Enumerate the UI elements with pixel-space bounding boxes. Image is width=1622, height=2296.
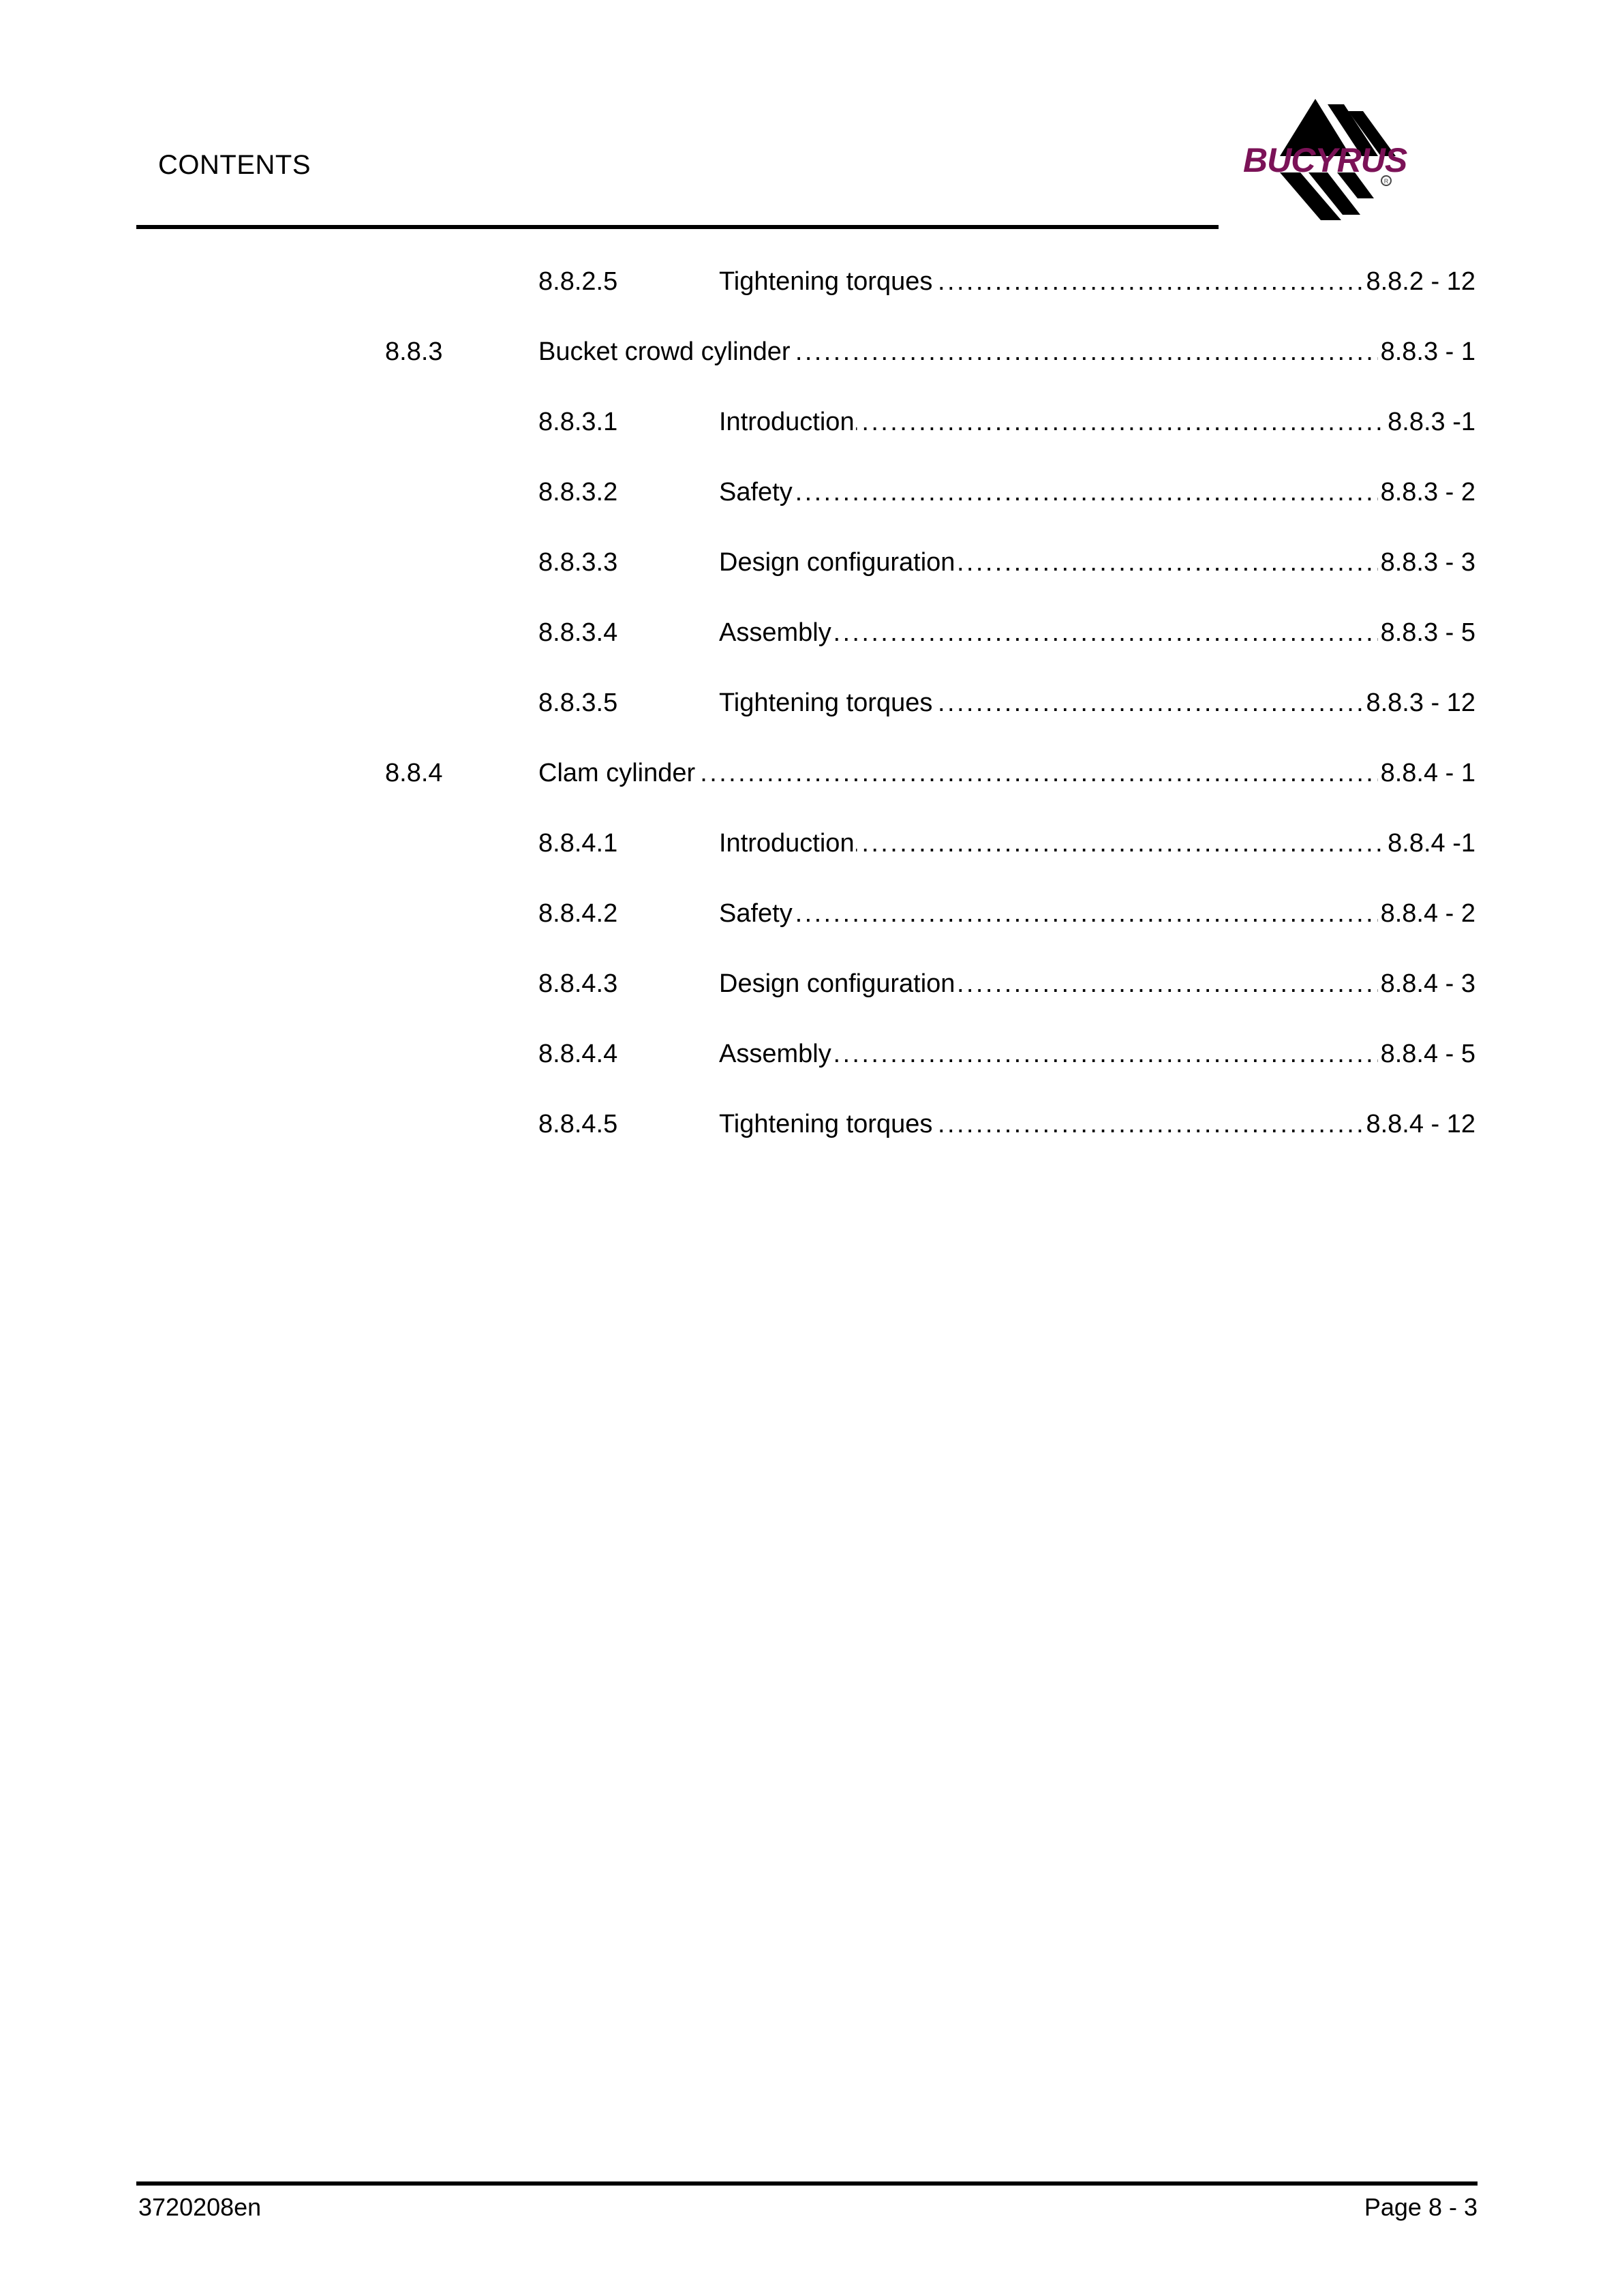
toc-entry-page: 8.8.3 - 2	[1377, 479, 1475, 505]
toc-entry-number: 8.8.3.2	[538, 478, 618, 507]
toc-entry[interactable]: 8.8.4.1.................................…	[0, 822, 1622, 892]
toc-entry[interactable]: 8.8.4.5.................................…	[0, 1103, 1622, 1173]
registered-mark-icon: R	[1384, 178, 1389, 185]
toc-entry-page: 8.8.4 - 1	[1377, 760, 1475, 786]
toc-entry-title: Introduction	[719, 408, 856, 436]
toc-entry[interactable]: 8.8.3.4.................................…	[0, 611, 1622, 682]
toc-entry-number: 8.8.2.5	[538, 267, 618, 296]
toc-entry[interactable]: 8.8.4.2.................................…	[0, 892, 1622, 963]
toc-entry-number: 8.8.4.2	[538, 899, 618, 928]
toc-entry-number: 8.8.4.4	[538, 1040, 618, 1068]
toc-entry-number: 8.8.4.5	[538, 1110, 618, 1138]
toc-entry[interactable]: 8.8.4...................................…	[0, 752, 1622, 822]
toc-entry[interactable]: 8.8.3.5.................................…	[0, 682, 1622, 752]
page-title: CONTENTS	[158, 150, 311, 180]
toc-entry-page: 8.8.3 -1	[1385, 409, 1475, 435]
toc-entry-title: Tightening torques	[719, 267, 934, 296]
toc-entry-page: 8.8.4 - 12	[1363, 1111, 1475, 1137]
toc-entry-page: 8.8.4 -1	[1385, 830, 1475, 856]
toc-dot-leader: ........................................…	[719, 901, 1475, 928]
toc-dot-leader: ........................................…	[719, 1041, 1475, 1068]
toc-entry-page: 8.8.4 - 5	[1377, 1041, 1475, 1067]
page-number: Page 8 - 3	[1364, 2193, 1478, 2221]
toc-entry[interactable]: 8.8.2.5.................................…	[0, 260, 1622, 331]
toc-entry-number: 8.8.3.5	[538, 689, 618, 717]
toc-entry-title: Clam cylinder	[538, 759, 697, 787]
toc-entry[interactable]: 8.8.3.1.................................…	[0, 401, 1622, 471]
toc-entry[interactable]: 8.8.3.3.................................…	[0, 541, 1622, 611]
toc-entry-number: 8.8.4.3	[538, 969, 618, 998]
page-header: CONTENTS BUCYRUS R	[0, 0, 1622, 232]
footer-divider	[136, 2181, 1478, 2186]
toc-entry-number: 8.8.4.1	[538, 829, 618, 858]
toc-entry-title: Design configuration	[719, 969, 957, 998]
toc-entry[interactable]: 8.8.3...................................…	[0, 331, 1622, 401]
toc-entry-title: Bucket crowd cylinder	[538, 337, 792, 366]
toc-entry-page: 8.8.3 - 12	[1363, 690, 1475, 716]
table-of-contents: 8.8.2.5.................................…	[0, 260, 1622, 1173]
logo-wordmark: BUCYRUS	[1243, 141, 1407, 179]
toc-entry[interactable]: 8.8.3.2.................................…	[0, 471, 1622, 541]
header-divider	[136, 225, 1219, 229]
toc-entry[interactable]: 8.8.4.3.................................…	[0, 963, 1622, 1033]
toc-entry-title: Introduction	[719, 829, 856, 858]
toc-entry-title: Assembly	[719, 1040, 833, 1068]
toc-entry-page: 8.8.3 - 1	[1377, 339, 1475, 365]
toc-entry-title: Tightening torques	[719, 1110, 934, 1138]
toc-entry-page: 8.8.4 - 3	[1377, 971, 1475, 997]
page-footer: 3720208en Page 8 - 3	[0, 2091, 1622, 2296]
toc-entry-page: 8.8.2 - 12	[1363, 269, 1475, 294]
toc-dot-leader: ........................................…	[719, 620, 1475, 647]
toc-entry-number: 8.8.4	[385, 759, 443, 787]
toc-entry-title: Safety	[719, 899, 794, 928]
toc-entry-number: 8.8.3.1	[538, 408, 618, 436]
toc-entry-number: 8.8.3	[385, 337, 443, 366]
toc-entry-title: Assembly	[719, 618, 833, 647]
toc-entry-page: 8.8.4 - 2	[1377, 901, 1475, 926]
bucyrus-logo: BUCYRUS R	[1240, 92, 1472, 222]
toc-entry[interactable]: 8.8.4.4.................................…	[0, 1033, 1622, 1103]
toc-entry-number: 8.8.3.4	[538, 618, 618, 647]
toc-entry-title: Design configuration	[719, 548, 957, 577]
toc-entry-page: 8.8.3 - 3	[1377, 549, 1475, 575]
document-number: 3720208en	[138, 2193, 262, 2221]
toc-entry-title: Safety	[719, 478, 794, 507]
toc-dot-leader: ........................................…	[719, 479, 1475, 507]
toc-entry-page: 8.8.3 - 5	[1377, 620, 1475, 646]
toc-entry-number: 8.8.3.3	[538, 548, 618, 577]
toc-entry-title: Tightening torques	[719, 689, 934, 717]
